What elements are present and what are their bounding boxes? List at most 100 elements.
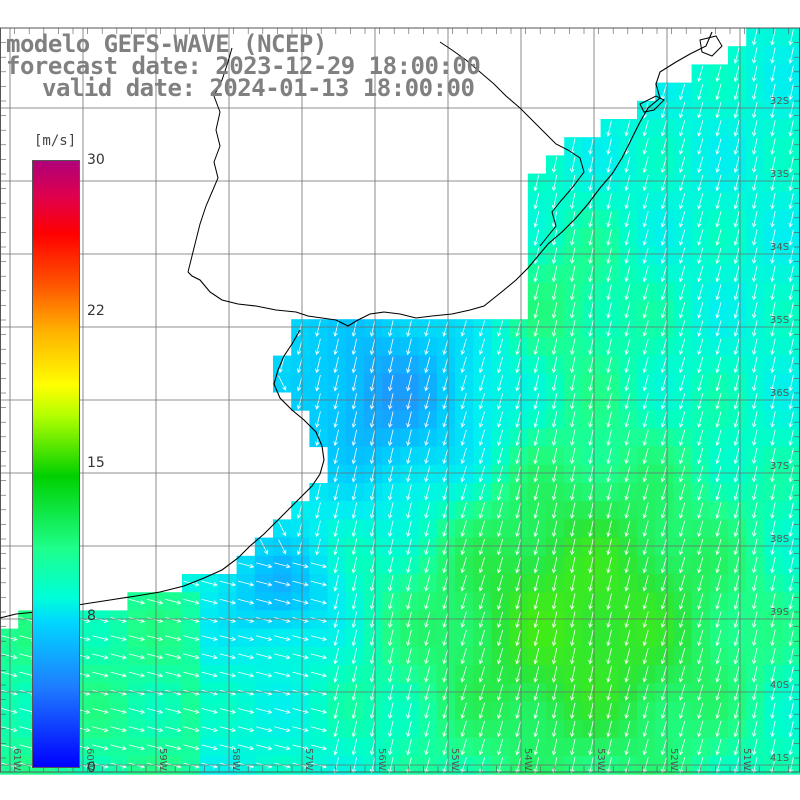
- wind-arrow: [551, 356, 558, 374]
- wind-arrow: [256, 744, 273, 751]
- lagoon-patos: [699, 35, 723, 57]
- wind-arrow: [606, 229, 612, 246]
- wind-arrow: [201, 580, 218, 587]
- latitude-label: 35S: [770, 315, 789, 326]
- wind-arrow: [715, 338, 722, 356]
- wind-arrow: [165, 708, 182, 714]
- wind-arrow: [183, 653, 200, 660]
- wind-arrow: [237, 635, 255, 642]
- wind-arrow: [369, 520, 376, 538]
- wind-arrow: [183, 671, 200, 678]
- wind-arrow: [1, 744, 18, 751]
- wind-arrow: [660, 629, 667, 647]
- latitude-label: 33S: [770, 169, 789, 180]
- wind-arrow: [788, 47, 794, 64]
- wind-arrow: [660, 520, 667, 538]
- wind-arrow: [460, 320, 467, 337]
- wind-arrow: [551, 174, 558, 192]
- wind-arrow: [478, 393, 485, 410]
- wind-arrow: [406, 538, 412, 556]
- wind-arrow: [679, 247, 686, 265]
- wind-arrow: [642, 447, 649, 465]
- wind-arrow: [369, 593, 376, 610]
- wind-arrow: [424, 484, 431, 501]
- wind-arrow: [606, 720, 612, 738]
- wind-arrow: [715, 156, 722, 174]
- wind-arrow: [256, 726, 273, 733]
- wind-arrow: [256, 671, 273, 678]
- wind-arrow: [606, 557, 612, 574]
- wind-arrow: [770, 393, 776, 410]
- wind-arrow: [660, 193, 667, 210]
- wind-arrow: [770, 375, 776, 392]
- wind-arrow: [660, 120, 667, 137]
- latitude-label: 32S: [770, 96, 789, 107]
- wind-arrow: [624, 265, 631, 283]
- wind-arrow: [642, 120, 649, 137]
- wind-arrow: [660, 575, 667, 592]
- wind-arrow: [752, 520, 758, 538]
- wind-arrow: [697, 174, 704, 192]
- wind-arrow: [424, 393, 431, 410]
- wind-arrow: [406, 557, 412, 574]
- wind-arrow: [424, 702, 431, 720]
- wind-arrow: [606, 120, 612, 137]
- wind-arrow: [237, 653, 255, 660]
- wind-arrow: [624, 502, 631, 519]
- wind-arrow: [1, 635, 18, 642]
- wind-arrow: [256, 598, 273, 605]
- wind-arrow: [369, 375, 376, 392]
- wind-arrow: [733, 211, 740, 228]
- wind-arrow: [660, 393, 667, 410]
- wind-arrow: [183, 726, 200, 733]
- wind-arrow: [551, 193, 558, 210]
- wind-arrow: [642, 393, 649, 410]
- wind-arrow: [351, 466, 357, 483]
- wind-arrow: [770, 265, 776, 283]
- wind-arrow: [679, 356, 686, 374]
- wind-arrow: [292, 562, 309, 569]
- wind-arrow: [201, 726, 218, 733]
- wind-arrow: [424, 429, 431, 447]
- wind-arrow: [770, 666, 776, 683]
- wind-arrow: [752, 393, 758, 410]
- wind-arrow: [697, 284, 704, 301]
- wind-arrow: [146, 726, 164, 733]
- wind-arrow: [274, 708, 291, 714]
- wind-arrow: [570, 575, 576, 592]
- wind-arrow: [770, 720, 776, 738]
- wind-arrow: [478, 320, 485, 337]
- wind-arrow: [570, 611, 576, 629]
- wind-arrow: [733, 484, 740, 501]
- wind-arrow: [697, 265, 704, 283]
- wind-arrow: [660, 247, 667, 265]
- wind-arrow: [697, 666, 704, 683]
- wind-arrow: [606, 265, 612, 283]
- wind-arrow: [351, 393, 357, 410]
- wind-arrow: [697, 593, 704, 610]
- wind-arrow: [274, 726, 291, 733]
- wind-arrow: [515, 557, 522, 574]
- wind-arrow: [424, 411, 431, 428]
- wind-arrow: [606, 666, 612, 683]
- wind-arrow: [642, 648, 649, 665]
- wind-arrow: [351, 484, 357, 501]
- wind-arrow: [406, 356, 412, 374]
- wind-arrow: [752, 702, 758, 720]
- wind-arrow: [388, 320, 394, 337]
- wind-arrow: [588, 466, 594, 483]
- wind-arrow: [588, 502, 594, 519]
- longitude-label: 60W: [84, 748, 95, 771]
- wind-arrow: [788, 466, 794, 483]
- wind-arrow: [533, 302, 540, 319]
- wind-arrow: [533, 193, 540, 210]
- wind-arrow: [606, 302, 612, 319]
- wind-arrow: [256, 562, 273, 569]
- wind-arrow: [274, 617, 291, 623]
- wind-arrow: [460, 575, 467, 592]
- wind-arrow: [388, 648, 394, 665]
- wind-arrow: [679, 629, 686, 647]
- wind-arrow: [570, 538, 576, 556]
- wind-arrow: [92, 708, 109, 714]
- wind-arrow: [697, 648, 704, 665]
